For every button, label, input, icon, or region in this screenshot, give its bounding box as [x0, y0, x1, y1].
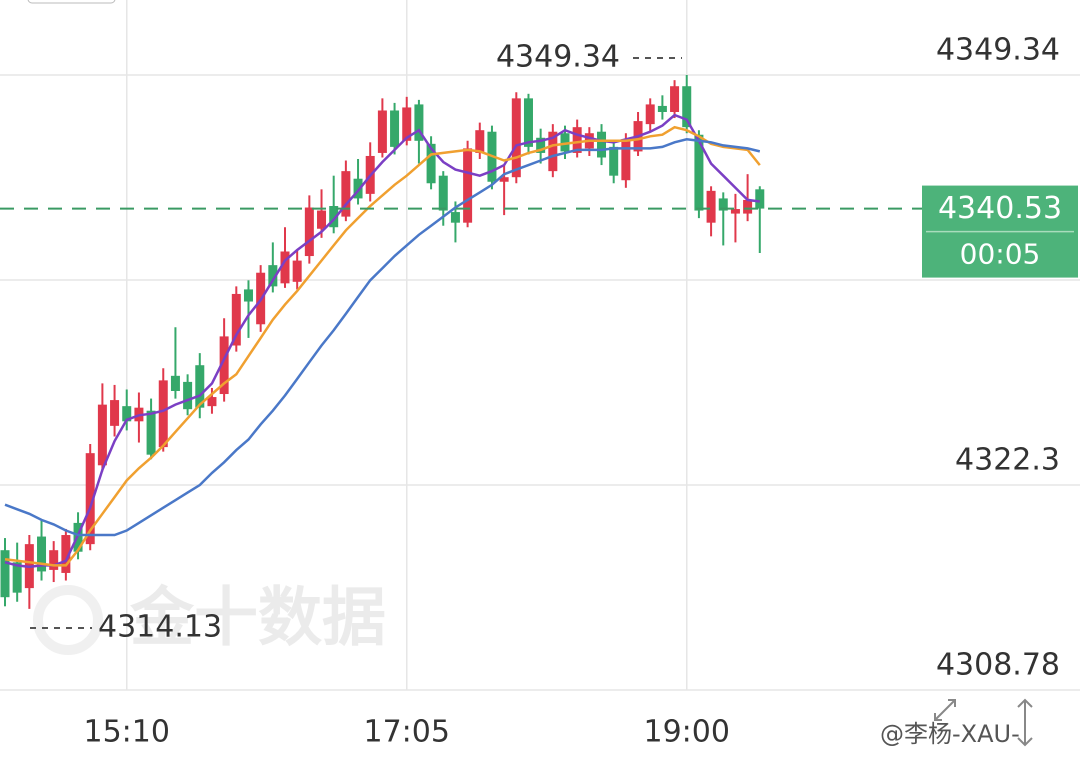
moving-average-line — [4, 125, 761, 567]
candle-body — [49, 550, 59, 570]
candle-body — [450, 212, 460, 223]
candle-body — [511, 98, 521, 178]
scale-icon[interactable] — [1017, 698, 1033, 747]
candle-body — [402, 107, 412, 141]
candle-body — [170, 375, 180, 391]
candle-body — [317, 210, 327, 229]
candle-body — [268, 265, 278, 287]
candle-body — [438, 175, 448, 211]
candle-body — [706, 190, 716, 223]
candle-body — [231, 293, 241, 346]
moving-average-line — [4, 113, 760, 569]
toolbar-icons[interactable] — [934, 698, 1033, 747]
candle-body — [621, 139, 631, 181]
candle-body — [597, 131, 607, 158]
candle-body — [122, 406, 132, 422]
candle-body — [110, 400, 120, 426]
low-label: 4314.13 — [98, 610, 222, 645]
top-button[interactable] — [27, 0, 116, 4]
candle-body — [61, 535, 71, 573]
candle-body — [85, 453, 95, 545]
candle-body — [390, 110, 400, 147]
candle-body — [645, 104, 655, 125]
candle-body — [730, 209, 740, 214]
candle-body — [243, 289, 253, 302]
candle-body — [12, 562, 22, 593]
candle-body — [341, 171, 351, 217]
candle-body — [499, 177, 509, 182]
candle-body — [572, 127, 582, 153]
y-tick-label: 4308.78 — [936, 648, 1060, 683]
candle-body — [682, 86, 692, 128]
candle-body — [329, 206, 339, 228]
candle-body — [304, 207, 314, 257]
candle-body — [292, 260, 302, 282]
candle-body — [536, 137, 546, 153]
candle-body — [560, 133, 570, 152]
current-price: 4340.53 — [938, 191, 1062, 226]
candle-body — [207, 397, 217, 407]
candle-body — [426, 143, 436, 184]
candle-body — [463, 148, 473, 223]
candle-body — [755, 189, 765, 209]
candle-body — [377, 110, 387, 153]
candle-body — [694, 134, 704, 211]
high-label: 4349.34 — [496, 40, 620, 75]
x-tick-label: 19:00 — [644, 715, 730, 750]
candle-body — [37, 536, 47, 572]
candle-body — [97, 404, 107, 466]
candle-body — [548, 131, 558, 172]
candle-body — [195, 365, 205, 408]
candle-body — [414, 104, 424, 141]
candle-body — [353, 178, 363, 199]
candle-body — [146, 410, 156, 455]
candle-body — [743, 199, 753, 214]
candle-body — [158, 380, 168, 448]
candle-body — [280, 251, 290, 284]
candle-body — [475, 130, 485, 153]
watermark: 金十数据 — [129, 582, 386, 656]
y-tick-label: 4322.3 — [955, 443, 1060, 478]
moving-average-line — [4, 138, 761, 537]
candle-body — [609, 146, 619, 176]
x-tick-label: 15:10 — [84, 715, 170, 750]
credit: @李杨-XAU- — [880, 720, 1020, 748]
candle-body — [219, 336, 229, 395]
y-tick-label: 4349.34 — [936, 33, 1060, 68]
candle-body — [670, 86, 680, 112]
candle-body — [523, 98, 533, 147]
candle-body — [183, 381, 193, 410]
x-tick-label: 17:05 — [364, 715, 450, 750]
watermark-logo — [33, 585, 103, 655]
countdown: 00:05 — [960, 238, 1041, 271]
expand-icon[interactable] — [934, 699, 956, 721]
candle-body — [718, 198, 728, 211]
watermark-group: 金十数据 — [33, 582, 386, 656]
candle-body — [0, 550, 10, 598]
candle-body — [657, 105, 667, 112]
